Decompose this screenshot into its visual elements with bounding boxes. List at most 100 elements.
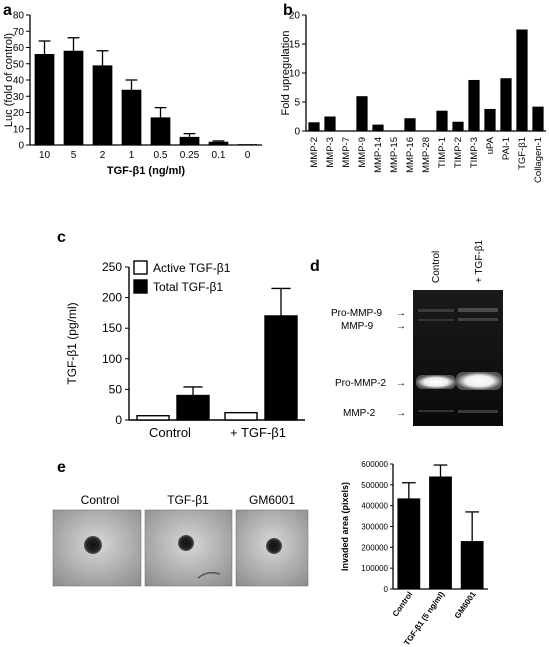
x-tick-label: GM6001: [453, 590, 478, 621]
y-axis-title: TGF-β1 (pg/ml): [65, 302, 79, 384]
gel-band-mmp9-control: [418, 319, 454, 321]
gel-arrow-mmp2: →: [396, 408, 406, 419]
x-tick-label: 1: [129, 150, 135, 161]
gel-lane-label-control: Control: [431, 251, 442, 283]
x-tick-label: Control: [391, 590, 415, 618]
panel-label-d: d: [310, 258, 320, 275]
x-tick-label: Control: [149, 425, 191, 440]
x-tick-label: TGF-β1: [517, 137, 528, 170]
legend-label: Active TGF-β1: [153, 261, 231, 275]
gel-label-mmp2: MMP-2: [343, 408, 376, 419]
x-tick-label: uPA: [485, 136, 496, 154]
y-tick-label: 200000: [361, 543, 388, 552]
x-tick-label: MMP-15: [389, 137, 400, 173]
bar: [63, 50, 84, 145]
bar-total: [176, 394, 210, 421]
photo-gm6001: [235, 509, 309, 587]
chart-c: 0 50 100 150 200 250 Control + TGF-β1 Active TGF…: [65, 260, 305, 440]
photo-control: [52, 509, 142, 587]
y-tick-label: 15: [289, 40, 301, 51]
gel-label-promm2: Pro-MMP-2: [335, 378, 387, 389]
photo-tgf: [144, 509, 233, 587]
gel-arrow-promm9: →: [396, 308, 406, 319]
chart-e: 0 100000 200000 300000 400000 500000 600000 Con…: [340, 460, 488, 647]
gel-lane-label-tgf: + TGF-β1: [474, 239, 485, 283]
y-axis-title: Luc (fold of control): [3, 33, 15, 127]
y-tick-label: 400000: [361, 502, 388, 511]
bar: [516, 29, 528, 131]
bar: [500, 78, 512, 131]
y-axis-title: Fold upregulation: [280, 30, 292, 115]
x-tick-label: 5: [71, 150, 77, 161]
bar: [121, 89, 142, 145]
x-tick-label: MMP-7: [341, 137, 352, 168]
gel-band-promm9-control: [418, 309, 454, 312]
y-tick-label: 20: [289, 11, 301, 22]
bar-total: [264, 315, 298, 421]
y-tick-label: 100: [102, 352, 122, 366]
bar: [397, 498, 421, 589]
bar-active: [136, 415, 170, 421]
y-tick-label: 250: [102, 260, 122, 274]
bar: [429, 476, 452, 589]
bar: [532, 106, 544, 131]
y-tick-label: 50: [13, 59, 25, 70]
bar: [150, 117, 171, 145]
y-tick-label: 20: [13, 108, 25, 119]
bar-active: [224, 411, 258, 421]
x-tick-label: 10: [39, 150, 51, 161]
y-tick-label: 60: [13, 43, 25, 54]
y-tick-label: 40: [13, 76, 25, 87]
x-tick-label: TIMP-2: [453, 137, 464, 168]
bar: [372, 124, 384, 131]
gel-arrow-promm2: →: [396, 378, 406, 389]
legend-swatch: [133, 279, 148, 294]
x-tick-label: TIMP-3: [469, 137, 480, 168]
panel-label-b: b: [283, 2, 293, 19]
panel-label-c: c: [57, 229, 66, 246]
y-tick-label: 300000: [361, 523, 388, 532]
bar: [208, 141, 229, 145]
bar: [324, 116, 336, 131]
panel-label-a: a: [3, 2, 12, 19]
gel-band-promm2-tgf: [456, 372, 502, 390]
bar: [468, 79, 480, 131]
bar: [237, 144, 258, 145]
y-axis-title: Invaded area (pixels): [340, 482, 350, 571]
x-tick-label: MMP-3: [325, 137, 336, 168]
panel-label-e: e: [57, 459, 66, 476]
bar: [460, 541, 484, 589]
gel-panel: Control + TGF-β1 Pro-MMP-9 → MMP-9 → Pro…: [331, 239, 503, 426]
bar: [356, 96, 368, 131]
gel-arrow-mmp9: →: [396, 321, 406, 332]
gel-band-mmp2-control: [418, 410, 454, 412]
chart-a: 0 10 20 30 40 50 60 70 80 10 5 2 1 0.5 0.25 0.1 0 TGF-β1 …: [3, 11, 262, 177]
y-tick-label: 30: [13, 92, 25, 103]
x-tick-label: 0.25: [180, 150, 200, 161]
bar: [484, 108, 496, 131]
y-tick-label: 200: [102, 291, 122, 305]
bar: [308, 122, 320, 131]
photo-label-gm6001: GM6001: [249, 493, 295, 507]
y-tick-label: 0: [18, 141, 24, 152]
gel-image: [413, 290, 503, 426]
bar: [179, 136, 200, 145]
y-tick-label: 80: [13, 11, 25, 22]
x-tick-label: TIMP-1: [437, 137, 448, 168]
gel-band-mmp2-tgf: [458, 410, 498, 413]
y-tick-label: 5: [294, 98, 300, 109]
gel-band-mmp9-tgf: [458, 318, 498, 321]
x-tick-label: PAI-1: [501, 137, 512, 160]
y-tick-label: 100000: [361, 564, 388, 573]
bar: [34, 54, 55, 145]
gel-label-promm9: Pro-MMP-9: [331, 308, 383, 319]
y-tick-label: 70: [13, 27, 25, 38]
gel-band-promm9-tgf: [458, 308, 498, 312]
x-tick-label: MMP-2: [309, 137, 320, 168]
y-tick-label: 0: [384, 585, 389, 594]
legend-swatch: [133, 260, 148, 275]
legend-label: Total TGF-β1: [153, 280, 223, 294]
x-tick-label: + TGF-β1: [230, 425, 286, 440]
gel-label-mmp9: MMP-9: [341, 321, 374, 332]
